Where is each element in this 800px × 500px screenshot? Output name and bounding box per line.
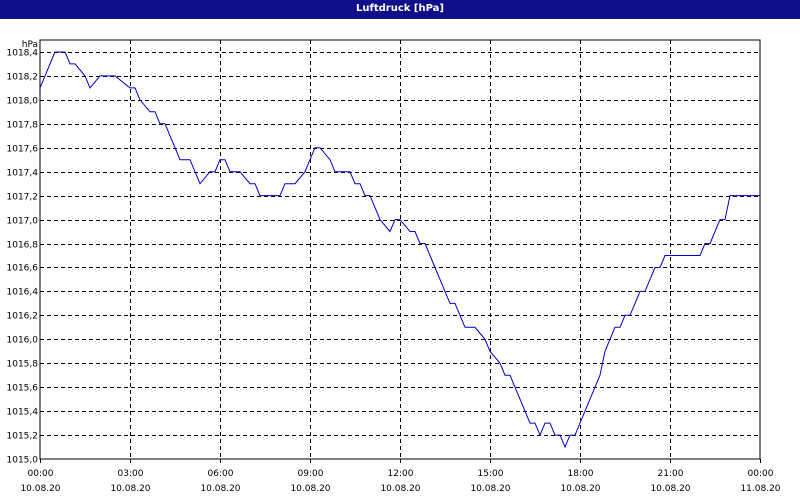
y-tick-label: 1016,4 xyxy=(7,288,39,298)
x-tick-date-label: 10.08.20 xyxy=(290,484,330,494)
x-tick-time-label: 12:00 xyxy=(388,469,414,479)
y-tick-label: 1016,0 xyxy=(7,336,39,346)
y-tick-label: 1015,8 xyxy=(7,360,39,370)
x-tick-time-label: 18:00 xyxy=(568,469,594,479)
x-tick-date-label: 10.08.20 xyxy=(110,484,150,494)
x-tick-time-label: 09:00 xyxy=(298,469,324,479)
x-tick-date-label: 10.08.20 xyxy=(20,484,60,494)
line-chart: 1015,0 1015,2 1015,4 1015,6 1015,8 1016,0 1016… xyxy=(7,39,781,494)
x-tick-date-label: 11.08.20 xyxy=(740,484,780,494)
x-tick-time-label: 00:00 xyxy=(28,469,54,479)
x-tick-date-label: 10.08.20 xyxy=(650,484,690,494)
x-tick-date-label: 10.08.20 xyxy=(470,484,510,494)
y-tick-label: 1015,4 xyxy=(7,408,39,418)
y-axis-unit: hPa xyxy=(22,40,38,50)
y-tick-label: 1015,0 xyxy=(7,456,39,466)
y-tick-label: 1017,6 xyxy=(7,145,39,155)
chart-frame: 1015,0 1015,2 1015,4 1015,6 1015,8 1016,0 1016… xyxy=(0,19,800,500)
series-line xyxy=(39,51,760,449)
y-tick-label: 1018,0 xyxy=(7,97,39,107)
y-tick-label: 1016,2 xyxy=(7,312,39,322)
y-tick-label: 1018,4 xyxy=(7,49,39,59)
plot-area xyxy=(39,39,761,460)
x-tick-time-label: 06:00 xyxy=(208,469,234,479)
x-tick-date-label: 10.08.20 xyxy=(380,484,420,494)
y-tick-label: 1015,2 xyxy=(7,432,39,442)
y-tick-label: 1017,8 xyxy=(7,121,39,131)
y-tick-label: 1017,4 xyxy=(7,169,39,179)
y-tick-label: 1016,6 xyxy=(7,264,39,274)
y-tick-label: 1016,8 xyxy=(7,241,39,251)
x-tick-time-label: 00:00 xyxy=(748,469,774,479)
y-tick-label: 1017,0 xyxy=(7,217,39,227)
y-tick-label: 1018,2 xyxy=(7,73,39,83)
x-tick-date-label: 10.08.20 xyxy=(200,484,240,494)
x-tick-time-label: 15:00 xyxy=(478,469,504,479)
y-tick-label: 1015,6 xyxy=(7,384,39,394)
chart-title: Luftdruck [hPa] xyxy=(0,0,800,19)
y-tick-label: 1017,2 xyxy=(7,193,39,203)
x-tick-time-label: 21:00 xyxy=(658,469,684,479)
x-tick-date-label: 10.08.20 xyxy=(560,484,600,494)
x-tick-time-label: 03:00 xyxy=(118,469,144,479)
